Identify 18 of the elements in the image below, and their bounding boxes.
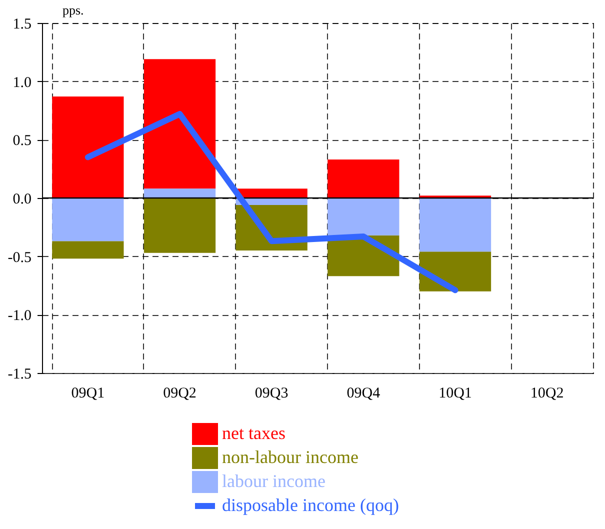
x-tick-label: 09Q2 — [163, 386, 196, 402]
legend-label: non-labour income — [222, 447, 358, 467]
y-tick-label: -1.5 — [8, 366, 32, 382]
x-tick-label: 09Q4 — [346, 386, 381, 402]
y-tick-label: 1.5 — [12, 16, 32, 32]
legend-label: labour income — [222, 471, 326, 491]
x-tick-label: 10Q2 — [530, 386, 564, 402]
y-tick-label: -1.0 — [8, 308, 32, 324]
y-tick-label: 1.0 — [12, 74, 32, 91]
legend-label: net taxes — [222, 423, 286, 443]
legend-label: disposable income (qoq) — [222, 495, 399, 515]
y-tick-label: -0.5 — [8, 250, 32, 266]
y-tick-label: 0.5 — [12, 133, 32, 150]
y-tick-label: 0.0 — [12, 192, 32, 208]
x-tick-label: 09Q3 — [254, 386, 288, 402]
x-tick-label: 09Q1 — [71, 386, 105, 402]
y-axis-title: pps. — [62, 2, 84, 18]
x-tick-label: 10Q1 — [438, 386, 472, 402]
